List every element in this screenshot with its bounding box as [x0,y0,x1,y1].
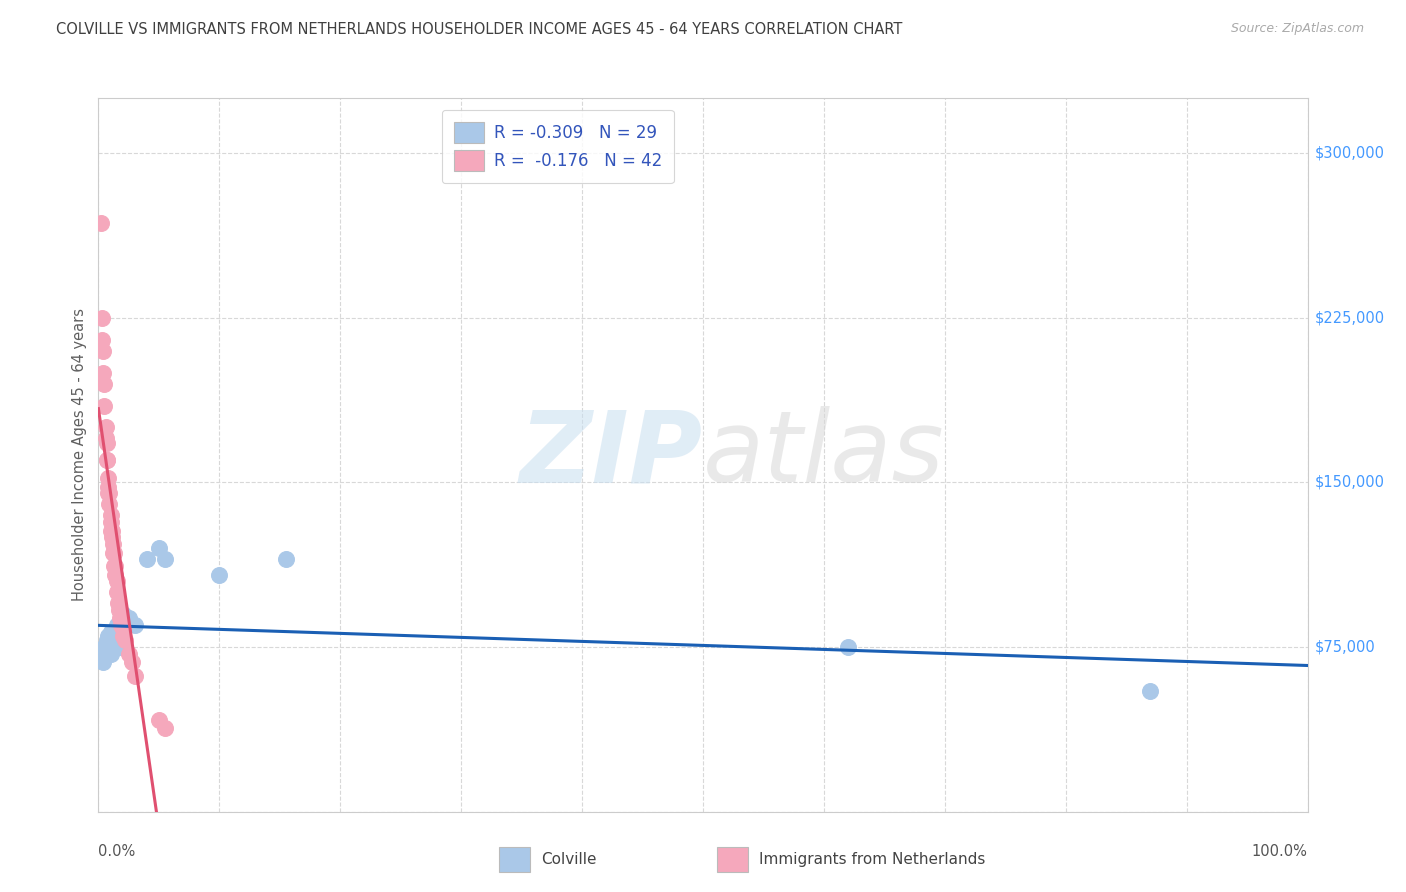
Point [108,611,131,625]
Point [135,552,157,566]
Point [98,486,121,500]
Point [100,524,122,538]
Point [153,552,176,566]
Point [100,647,122,661]
Point [100,530,122,544]
Point [148,713,170,727]
Point [111,607,134,621]
Point [96,633,118,648]
Point [91,366,114,380]
Point [93,376,115,391]
Point [107,596,129,610]
Point [96,453,118,467]
Point [108,640,131,654]
Point [103,558,125,573]
Text: 100.0%: 100.0% [1251,844,1308,859]
Point [105,624,128,639]
Text: atlas: atlas [703,407,945,503]
Point [93,399,115,413]
Point [104,633,127,648]
Point [121,656,143,670]
Point [91,310,114,325]
Point [100,624,122,639]
Point [97,486,120,500]
Point [96,435,118,450]
Point [118,647,141,661]
Point [90,216,112,230]
Point [108,603,131,617]
Point [103,640,125,654]
Point [100,508,122,523]
Point [90,651,112,665]
Text: $300,000: $300,000 [1315,145,1385,161]
Point [97,471,120,485]
Point [208,567,231,582]
Point [101,537,124,551]
Point [94,432,117,446]
Text: Source: ZipAtlas.com: Source: ZipAtlas.com [1230,22,1364,36]
Point [91,333,114,347]
Legend: R = -0.309   N = 29, R =  -0.176   N = 42: R = -0.309 N = 29, R = -0.176 N = 42 [441,110,673,183]
Text: $225,000: $225,000 [1315,310,1385,326]
Point [104,567,127,582]
Point [103,546,125,560]
Text: ZIP: ZIP [520,407,703,503]
Point [104,558,127,573]
Text: $150,000: $150,000 [1315,475,1385,490]
Point [91,343,114,358]
Point [124,618,146,632]
Y-axis label: Householder Income Ages 45 - 64 years: Householder Income Ages 45 - 64 years [72,309,87,601]
Point [100,524,122,538]
Point [93,640,115,654]
Point [118,611,141,625]
Point [100,633,122,648]
Text: COLVILLE VS IMMIGRANTS FROM NETHERLANDS HOUSEHOLDER INCOME AGES 45 - 64 YEARS CO: COLVILLE VS IMMIGRANTS FROM NETHERLANDS … [56,22,903,37]
Point [91,656,114,670]
Point [96,453,118,467]
Point [97,480,120,494]
Text: 0.0%: 0.0% [98,844,135,859]
Point [110,618,132,632]
Point [111,629,134,643]
Point [101,546,124,560]
Point [153,721,176,735]
Point [114,633,136,648]
Point [94,420,117,434]
Text: Immigrants from Netherlands: Immigrants from Netherlands [759,853,986,867]
Point [97,629,120,643]
Point [124,668,146,682]
Point [105,618,128,632]
Point [107,633,129,648]
Point [98,640,121,654]
Point [105,574,128,589]
Point [108,629,131,643]
Point [1139,684,1161,698]
Point [91,647,114,661]
Point [100,515,122,529]
Text: $75,000: $75,000 [1315,640,1375,655]
Point [111,623,134,637]
Point [105,585,128,599]
Point [94,644,117,658]
Text: Colville: Colville [541,853,596,867]
Point [274,552,297,566]
Point [98,497,121,511]
Point [837,640,859,654]
Point [101,629,124,643]
Point [148,541,170,556]
